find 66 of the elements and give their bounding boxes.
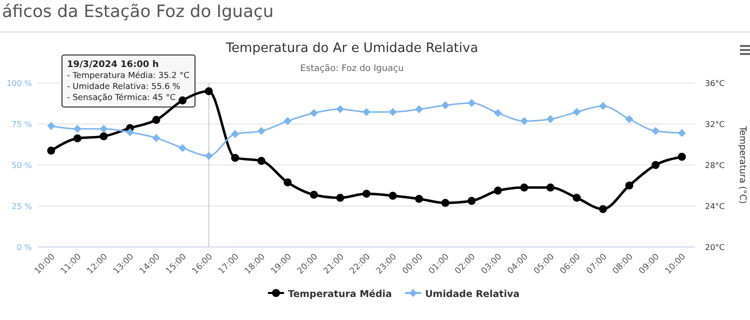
point: [652, 161, 660, 169]
point: [441, 198, 450, 207]
point: [73, 134, 82, 142]
point: [546, 115, 554, 124]
point: [231, 130, 240, 138]
point: [152, 116, 160, 124]
point: [310, 109, 318, 118]
point: [468, 99, 476, 108]
legend-label: Temperatura Média: [288, 289, 392, 300]
point: [204, 87, 213, 96]
y-tick-label: 25 %: [12, 202, 32, 211]
point: [362, 190, 370, 198]
point: [231, 154, 240, 162]
point: [678, 152, 686, 161]
point: [178, 96, 187, 104]
y2-tick-label: 28°C: [705, 161, 726, 170]
point: [494, 109, 502, 118]
y-tick-label: 0 %: [16, 243, 32, 252]
point: [100, 124, 108, 133]
point: [204, 152, 213, 160]
point: [494, 186, 502, 195]
point: [284, 178, 292, 186]
point: [572, 194, 581, 202]
legend-label: Umidade Relativa: [425, 289, 520, 300]
chart-title: Temperatura do Ar e Umidade Relativa: [224, 41, 478, 56]
y2-axis-title: Temperatura (°C): [737, 125, 747, 204]
y2-tick-label: 36°C: [705, 79, 726, 88]
point: [310, 190, 318, 199]
point: [73, 124, 82, 133]
y2-tick-label: 20°C: [705, 243, 726, 252]
point: [126, 128, 134, 136]
y-tick-label: 100 %: [6, 79, 32, 88]
point: [520, 184, 528, 192]
text: áficos da Estação Foz do Iguaçu: [2, 2, 274, 22]
y-tick-label: 50 %: [12, 161, 32, 170]
point: [362, 108, 370, 116]
y2-tick-label: 24°C: [705, 202, 726, 211]
point: [625, 182, 634, 190]
point: [100, 132, 108, 140]
point: [47, 122, 56, 130]
point: [336, 105, 344, 114]
y2-tick-label: 32°C: [705, 120, 726, 129]
point: [441, 101, 450, 110]
point: [257, 127, 266, 136]
point: [546, 184, 554, 192]
point: [257, 156, 266, 165]
point: [652, 127, 660, 136]
point: [47, 146, 56, 155]
point: [599, 205, 608, 214]
point: [625, 115, 634, 124]
point: [468, 196, 476, 205]
point: [415, 105, 424, 114]
point: [599, 102, 608, 110]
point: [388, 108, 397, 116]
point: [520, 117, 528, 126]
point: [678, 129, 686, 138]
point: [336, 194, 344, 202]
point: [152, 134, 160, 142]
point: [415, 194, 424, 203]
point: [572, 108, 581, 116]
annotation: 19/3/2024 16:00 h - Temperatura Média: 35.2 °C - Umidade Relativa: 55.6 % - Sensação Térmica: 45 °C: [67, 60, 190, 102]
point: [284, 117, 292, 126]
chart-subtitle: Estação: Foz do Iguaçu: [300, 64, 404, 74]
y-tick-label: 75 %: [12, 120, 32, 129]
point: [388, 192, 397, 200]
point: [178, 144, 187, 152]
